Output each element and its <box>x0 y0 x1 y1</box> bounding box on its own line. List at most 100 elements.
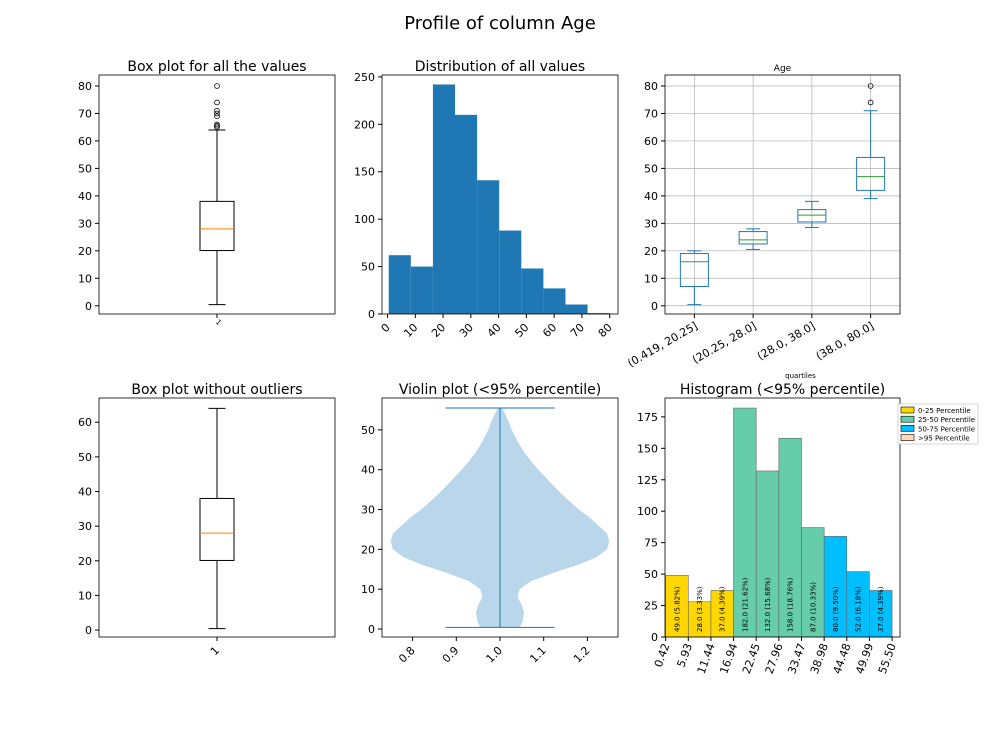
x-tick-label: 30 <box>457 321 476 340</box>
legend-label: 50-75 Percentile <box>918 425 975 433</box>
panel-title: Box plot without outliers <box>131 382 302 398</box>
x-tick-label: 0.8 <box>396 644 418 666</box>
legend-swatch <box>900 406 915 414</box>
box-body <box>679 253 709 288</box>
y-tick-label: 175 <box>637 411 658 424</box>
y-tick-label: 50 <box>644 568 658 581</box>
y-tick-label: 30 <box>361 504 375 517</box>
x-tick-label: 22.45 <box>740 642 763 676</box>
y-tick-label: 10 <box>644 272 658 285</box>
y-tick-label: 30 <box>644 217 658 230</box>
histogram-bar <box>454 114 478 314</box>
legend-label: 0-25 Percentile <box>918 407 971 415</box>
y-tick-label: 20 <box>78 245 92 258</box>
x-tick-label: 44.48 <box>831 642 854 676</box>
axes-frame <box>98 74 336 315</box>
y-tick-label: 40 <box>78 190 92 203</box>
x-tick-label: (20.25, 28.0] <box>690 319 758 366</box>
x-axis-label: quartiles <box>785 372 816 380</box>
x-tick-label: 55.50 <box>876 642 899 676</box>
x-tick-label: 0 <box>379 321 393 335</box>
bar-value-label: 80.0 (9.50%) <box>832 586 840 632</box>
axes-frame <box>381 74 619 315</box>
x-tick-label: 49.99 <box>853 642 876 676</box>
outlier-point <box>214 121 220 128</box>
x-tick-label: 80 <box>596 321 615 340</box>
y-tick-label: 50 <box>78 451 92 464</box>
legend-label: 25-50 Percentile <box>918 416 975 424</box>
y-tick-label: 70 <box>644 107 658 120</box>
x-tick-label: 1 <box>208 644 222 658</box>
y-tick-label: 0 <box>368 623 375 636</box>
y-tick-label: 0 <box>651 631 658 644</box>
histogram-bar <box>388 255 411 314</box>
panel-distribution: Distribution of all values05010015020025… <box>354 59 619 340</box>
y-tick-label: 20 <box>78 555 92 568</box>
histogram-bar <box>477 180 500 314</box>
bar-value-label: 87.0 (10.33%) <box>809 582 817 632</box>
histogram-bar <box>587 313 610 314</box>
y-tick-label: 30 <box>78 217 92 230</box>
legend-label: >95 Percentile <box>918 435 970 443</box>
axes-frame <box>381 397 619 638</box>
x-tick-label: 1.1 <box>527 644 549 666</box>
bar-value-label: 28.0 (3.33%) <box>696 586 704 632</box>
y-tick-label: 80 <box>644 80 658 93</box>
x-tick-label: 5.93 <box>675 642 696 669</box>
panel-box-no-outliers: Box plot without outliers 0 10 20 30 40 50 60 1 <box>78 382 336 658</box>
y-tick-label: 10 <box>78 589 92 602</box>
bar-value-label: 49.0 (5.82%) <box>673 586 681 632</box>
y-tick-label: 10 <box>361 583 375 596</box>
x-tick-label: (0.419, 20.25] <box>625 319 700 370</box>
y-tick-label: 150 <box>354 166 375 179</box>
box-body <box>797 209 827 223</box>
outlier-point <box>214 110 220 117</box>
histogram-bar <box>432 84 455 314</box>
y-tick-label: 100 <box>637 505 658 518</box>
y-tick-label: 20 <box>361 543 375 556</box>
bar-value-label: 37.0 (4.39%) <box>719 586 727 632</box>
y-tick-label: 60 <box>644 135 658 148</box>
y-tick-label: 250 <box>354 71 375 84</box>
x-tick-label: 0.9 <box>440 644 462 666</box>
y-tick-label: 40 <box>644 190 658 203</box>
figure-title: Profile of column Age <box>404 13 596 34</box>
y-tick-label: 0 <box>651 300 658 313</box>
outlier-point <box>867 83 874 89</box>
panel-title: Box plot for all the values <box>127 59 306 75</box>
bar-value-label: 52.0 (6.18%) <box>855 586 863 632</box>
box-body <box>738 231 768 245</box>
y-tick-label: 50 <box>644 162 658 175</box>
x-tick-label: (38.0, 80.0] <box>814 319 876 363</box>
y-tick-label: 0 <box>85 624 92 637</box>
bar-value-label: 158.0 (18.76%) <box>787 577 795 632</box>
outlier-point <box>214 83 220 89</box>
y-tick-label: 80 <box>78 80 92 93</box>
axes-frame <box>98 397 336 638</box>
legend-swatch <box>900 425 915 432</box>
legend-swatch <box>900 415 915 423</box>
panel-quartiles: Age 0 10 20 30 40 50 60 70 80 (0.419, 20.25](20.25… <box>625 64 901 380</box>
axes-frame <box>664 397 901 638</box>
panel-box-all: Box plot for all the values 0 10 20 30 40 50 60… <box>78 59 336 327</box>
box-body <box>199 200 235 252</box>
panel-title: Violin plot (<95% percentile) <box>399 382 601 398</box>
bar-value-label: 37.0 (4.39%) <box>877 586 885 632</box>
y-tick-label: 150 <box>637 442 658 455</box>
outlier-point <box>214 107 220 114</box>
x-tick-label: (28.0, 38.0] <box>755 319 817 363</box>
histogram-bar <box>499 230 522 314</box>
y-tick-label: 20 <box>644 245 658 258</box>
y-tick-label: 10 <box>78 272 92 285</box>
x-tick-label: 50 <box>512 321 531 340</box>
x-tick-label: 38.98 <box>808 642 831 676</box>
y-tick-label: 30 <box>78 520 92 533</box>
y-tick-label: 60 <box>78 416 92 429</box>
x-tick-label: 16.94 <box>717 642 740 676</box>
y-tick-label: 100 <box>354 213 375 226</box>
y-tick-label: 40 <box>361 464 375 477</box>
x-tick-label: 0.42 <box>652 642 673 669</box>
x-tick-label: 11.44 <box>695 642 718 676</box>
